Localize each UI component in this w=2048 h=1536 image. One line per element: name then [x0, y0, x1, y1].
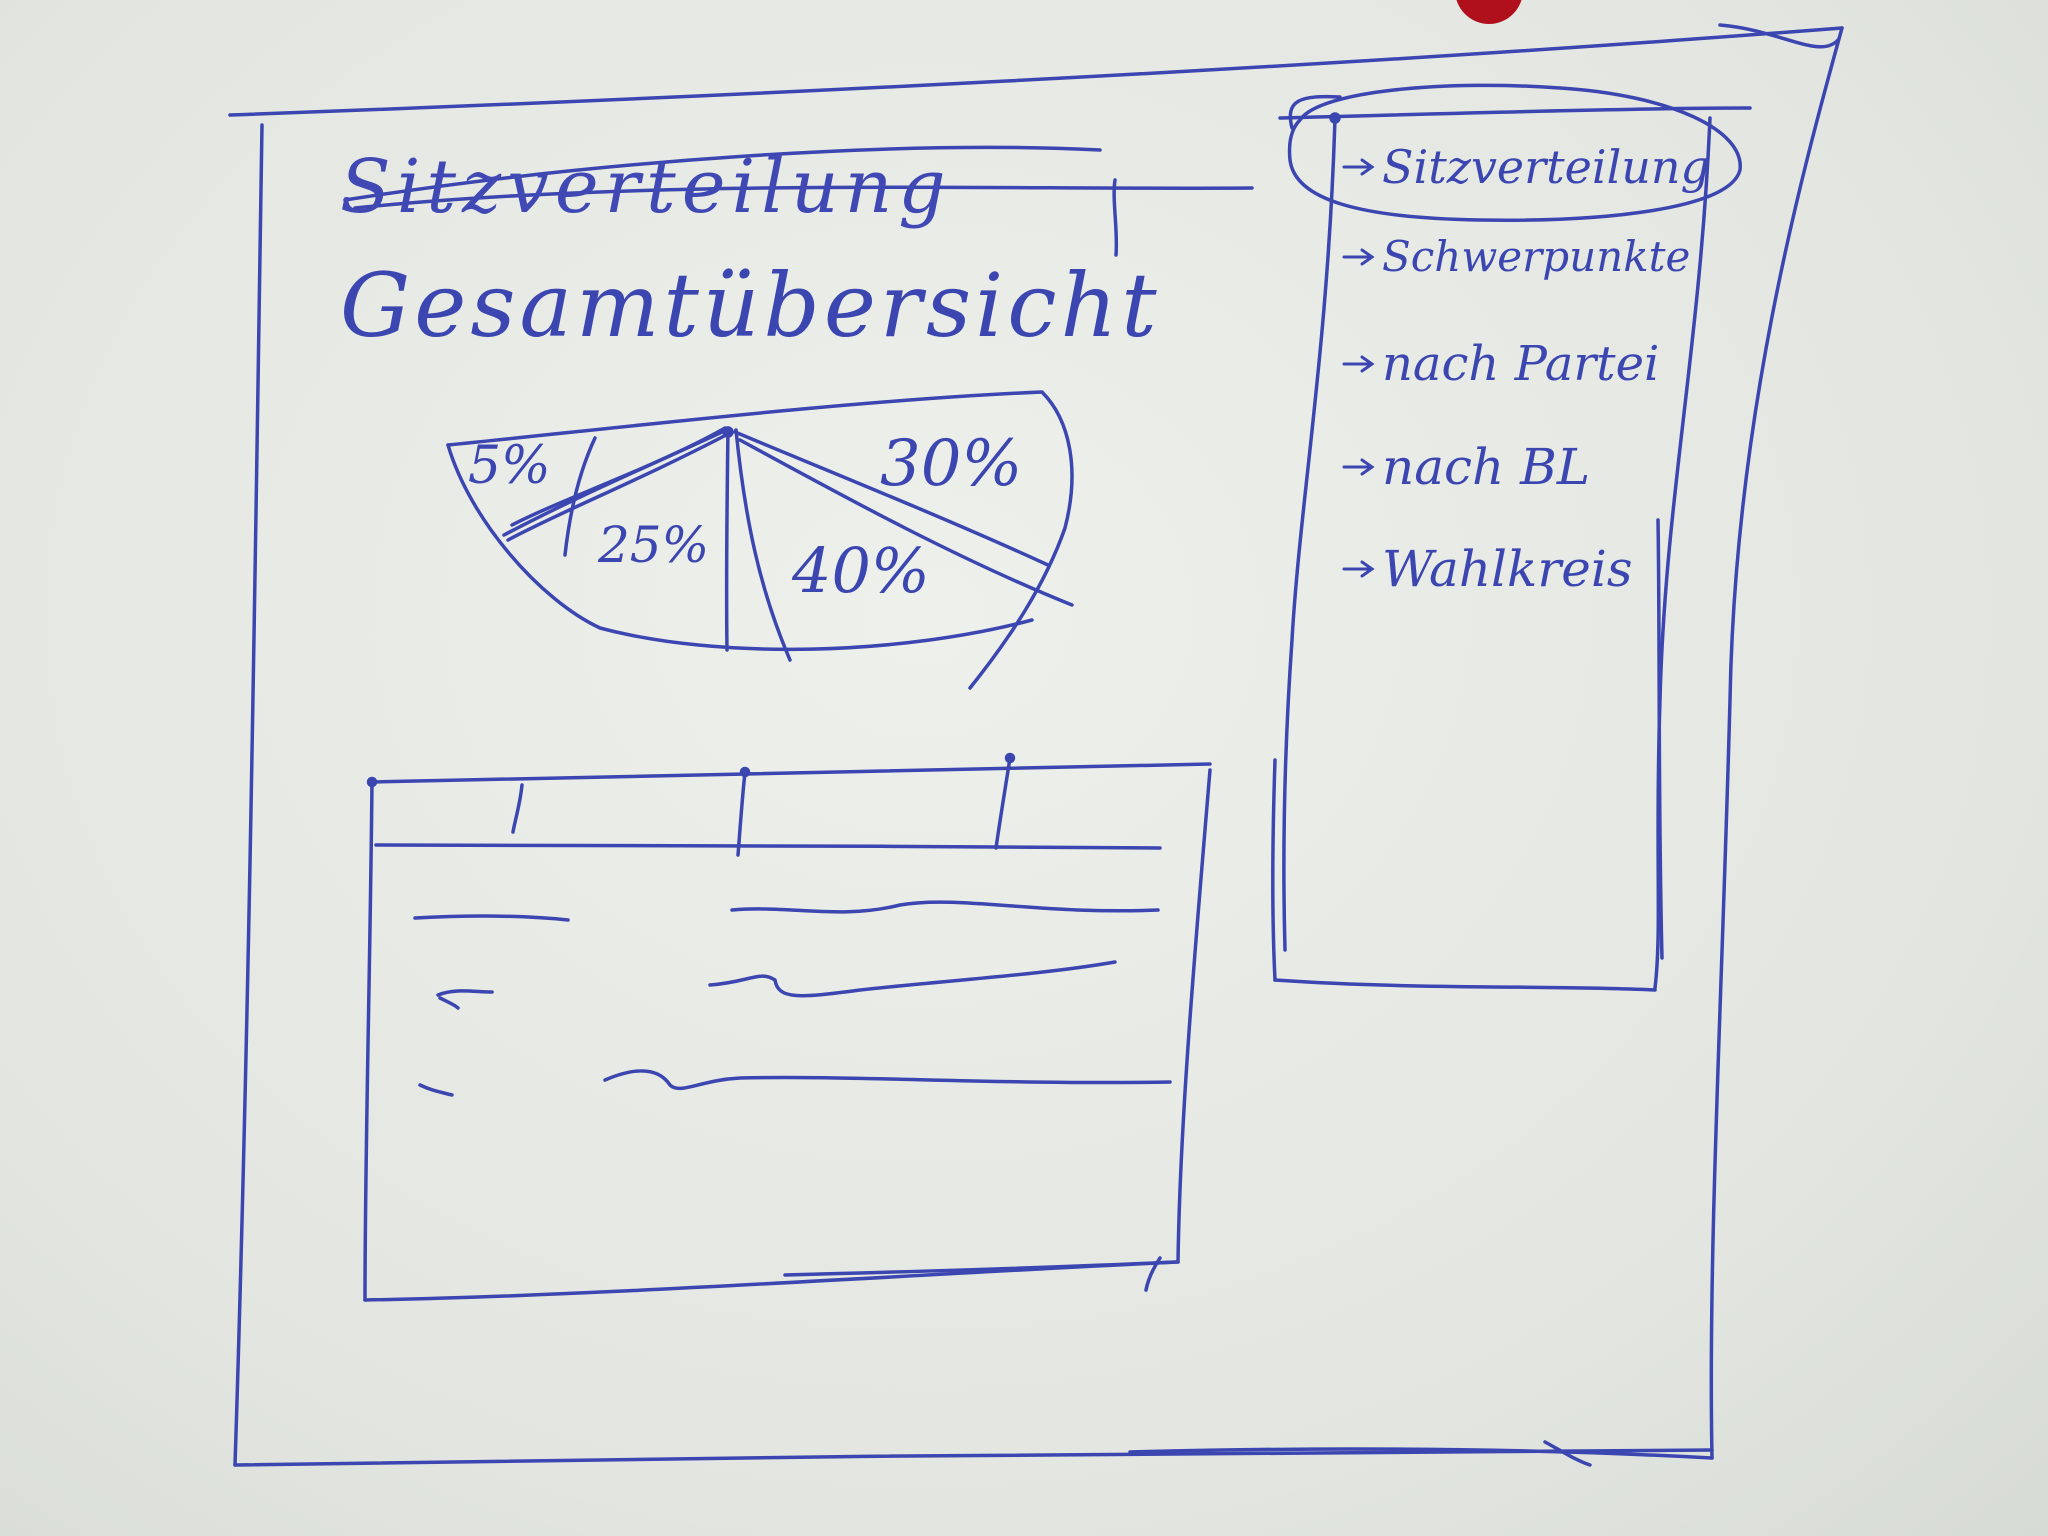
sidebar-frame: [1271, 83, 1752, 992]
sidebar-item-label: Sitzverteilung: [1382, 140, 1710, 194]
pie-label-5: 5%: [468, 436, 551, 496]
sidebar-item-label: Wahlkreis: [1382, 540, 1633, 598]
pie-label-40: 40%: [792, 534, 930, 607]
title-strikethrough: [343, 145, 1254, 257]
sidebar-item-nach-partei[interactable]: nach Partei: [1342, 336, 1659, 392]
arrow-right-icon: [1342, 458, 1375, 476]
sidebar-item-schwerpunkte[interactable]: Schwerpunkte: [1342, 232, 1690, 281]
struck-title: Sitzverteilung: [340, 144, 952, 230]
sidebar-item-label: Schwerpunkte: [1382, 232, 1691, 281]
data-table: [363, 752, 1212, 1302]
sidebar-item-wahlkreis[interactable]: Wahlkreis: [1342, 540, 1633, 598]
pie-label-30: 30%: [880, 427, 1023, 501]
page-frame: [228, 23, 1844, 1467]
sidebar-item-sitzverteilung[interactable]: Sitzverteilung: [1342, 140, 1710, 194]
sidebar-item-label: nach Partei: [1382, 336, 1660, 392]
pie-label-25: 25%: [598, 516, 710, 574]
page-title: Gesamtübersicht: [340, 254, 1161, 357]
arrow-right-icon: [1342, 248, 1375, 265]
arrow-right-icon: [1342, 560, 1375, 578]
sidebar-item-nach-bl[interactable]: nach BL: [1342, 438, 1590, 496]
corner-mark: [1543, 1440, 1592, 1467]
sidebar-item-label: nach BL: [1382, 438, 1591, 496]
pie-chart: [446, 390, 1074, 690]
arrow-right-icon: [1342, 158, 1375, 176]
arrow-right-icon: [1342, 355, 1375, 373]
